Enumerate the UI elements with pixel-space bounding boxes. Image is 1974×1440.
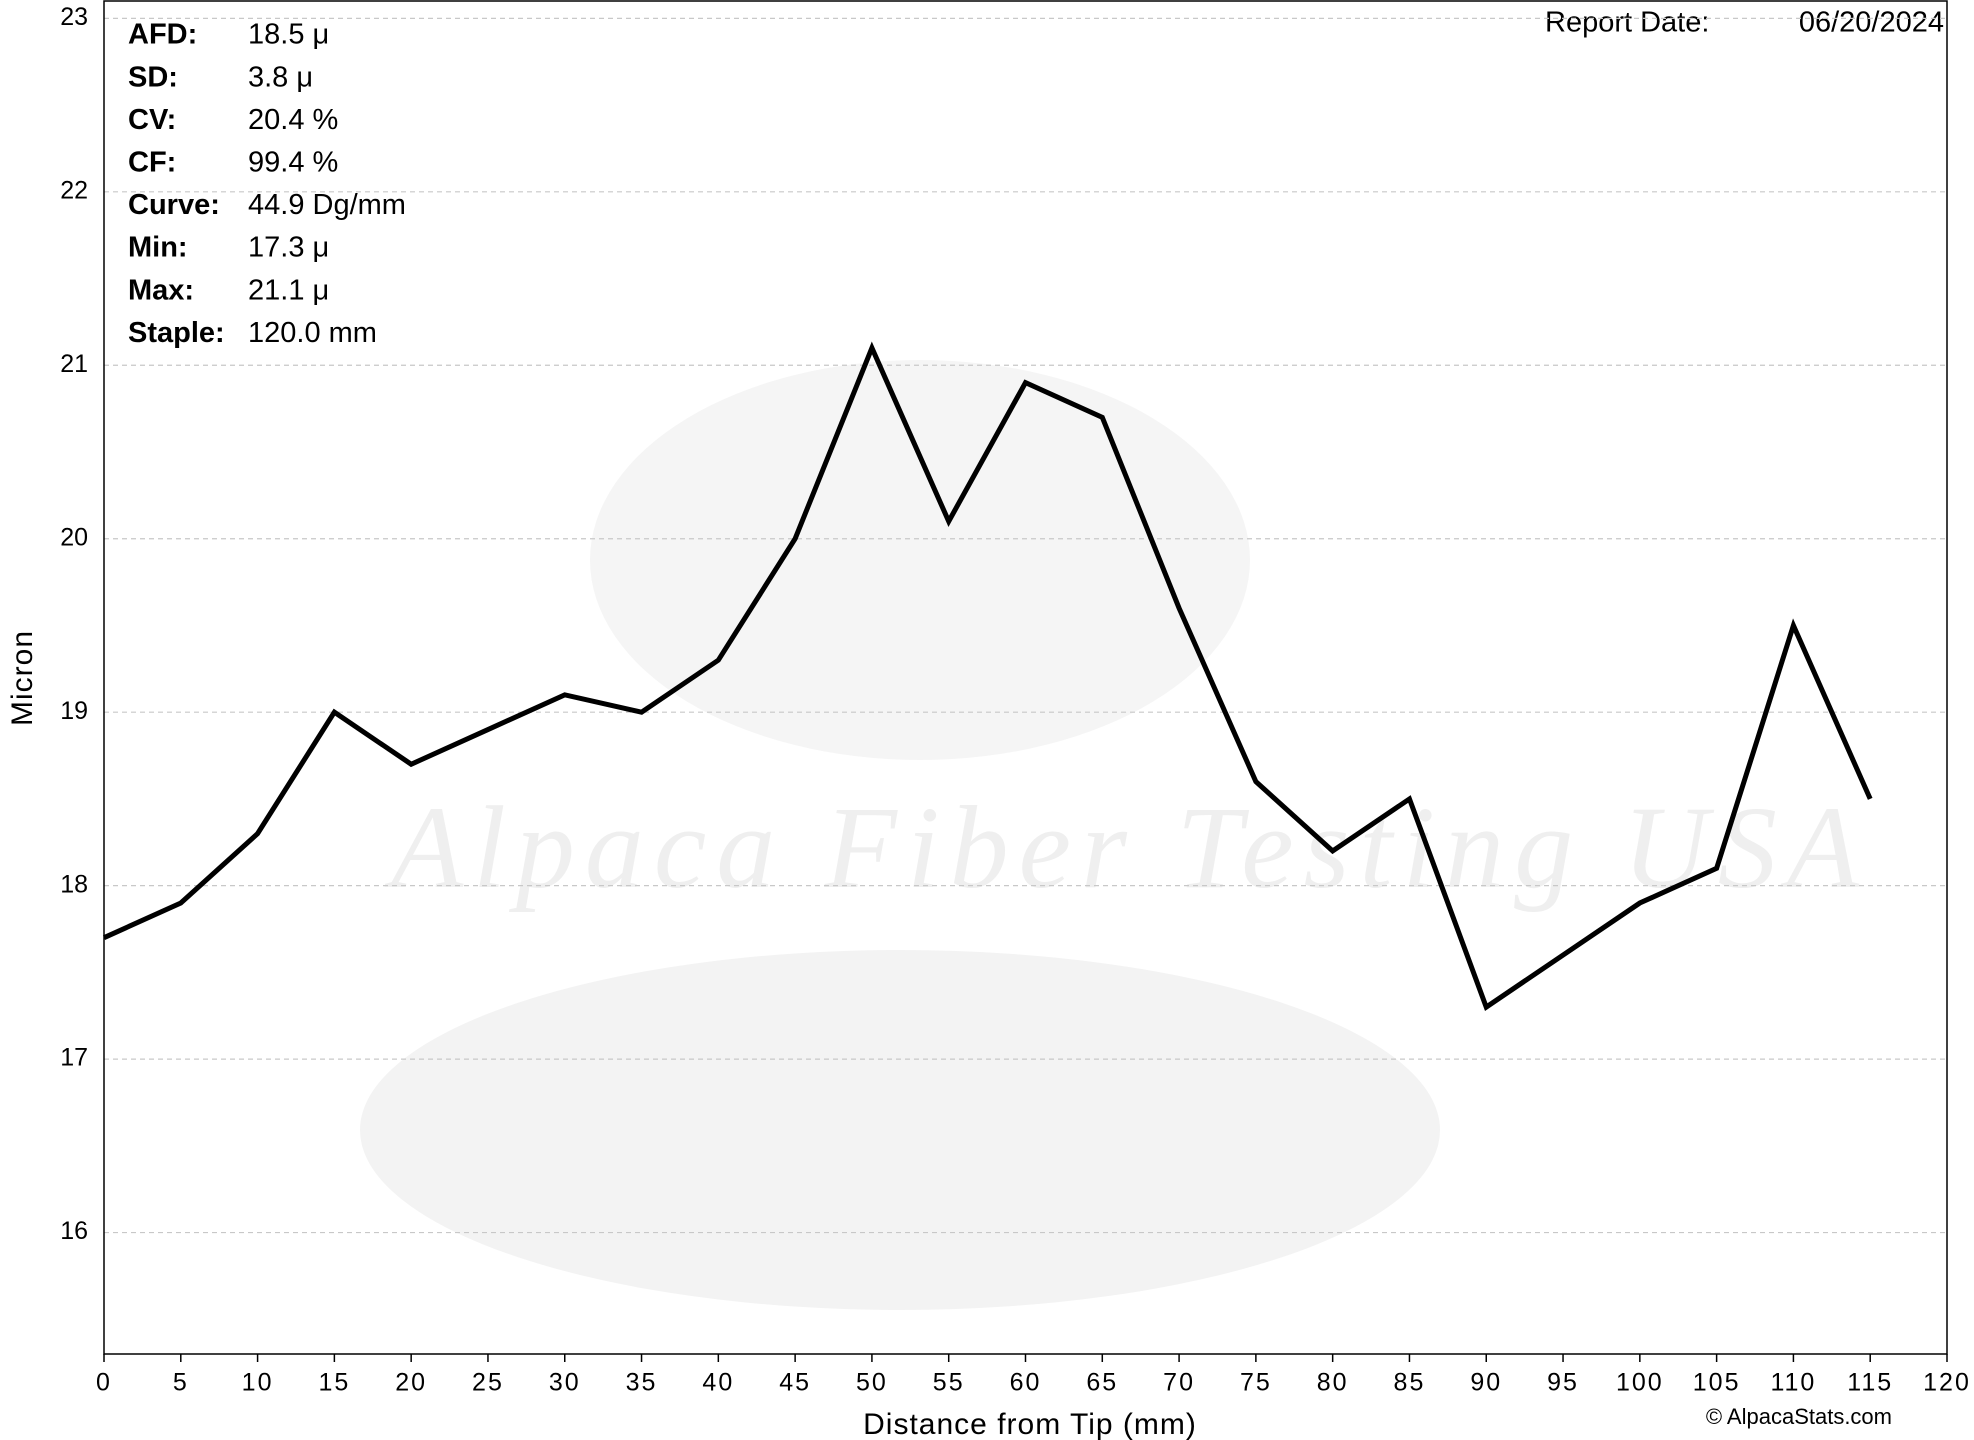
- x-tick-label: 75: [1240, 1369, 1272, 1397]
- stat-label: Staple:: [128, 317, 225, 349]
- x-tick-label: 10: [242, 1369, 274, 1397]
- y-tick-label: 18: [60, 870, 88, 898]
- x-tick-label: 15: [318, 1369, 350, 1397]
- x-tick-label: 80: [1317, 1369, 1349, 1397]
- x-tick-label: 110: [1770, 1369, 1816, 1397]
- report-date: 06/20/2024: [1799, 7, 1944, 39]
- stat-value: 20.4 %: [248, 104, 338, 136]
- x-tick-label: 0: [96, 1369, 112, 1397]
- x-tick-label: 85: [1394, 1369, 1426, 1397]
- stat-value: 18.5 μ: [248, 19, 329, 51]
- x-tick-label: 120: [1923, 1369, 1971, 1397]
- x-tick-label: 90: [1470, 1369, 1502, 1397]
- stat-label: AFD:: [128, 19, 197, 51]
- stat-value: 17.3 μ: [248, 232, 329, 264]
- x-tick-label: 5: [173, 1369, 189, 1397]
- y-tick-label: 23: [60, 3, 88, 31]
- stat-value: 44.9 Dg/mm: [248, 189, 406, 221]
- stat-label: SD:: [128, 61, 178, 93]
- y-tick-label: 17: [60, 1044, 88, 1072]
- x-tick-label: 65: [1086, 1369, 1118, 1397]
- watermark-text: Alpaca Fiber Testing USA: [384, 782, 1869, 913]
- stat-label: Min:: [128, 232, 188, 264]
- x-tick-label: 45: [779, 1369, 811, 1397]
- y-axis-label: Micron: [6, 630, 39, 726]
- x-tick-label: 105: [1693, 1369, 1741, 1397]
- y-tick-label: 21: [60, 350, 88, 378]
- stat-label: CF:: [128, 146, 176, 178]
- stat-value: 99.4 %: [248, 146, 338, 178]
- x-tick-label: 70: [1163, 1369, 1195, 1397]
- x-tick-label: 60: [1010, 1369, 1042, 1397]
- x-tick-label: 35: [626, 1369, 658, 1397]
- stat-value: 120.0 mm: [248, 317, 377, 349]
- x-tick-label: 50: [856, 1369, 888, 1397]
- chart: Alpaca Fiber Testing USA Distance from T…: [0, 0, 1974, 1440]
- y-tick-label: 22: [60, 176, 88, 204]
- watermark-image: [360, 950, 1440, 1310]
- x-tick-label: 40: [702, 1369, 734, 1397]
- stat-label: Max:: [128, 274, 194, 306]
- stat-value: 3.8 μ: [248, 61, 313, 93]
- stat-label: Curve:: [128, 189, 220, 221]
- x-axis-label: Distance from Tip (mm): [863, 1408, 1197, 1440]
- watermark-image: [590, 360, 1250, 760]
- x-tick-label: 95: [1547, 1369, 1579, 1397]
- x-tick-label: 20: [395, 1369, 427, 1397]
- x-tick-label: 30: [549, 1369, 581, 1397]
- x-tick-label: 25: [472, 1369, 504, 1397]
- stat-label: CV:: [128, 104, 176, 136]
- x-tick-label: 55: [933, 1369, 965, 1397]
- copyright: © AlpacaStats.com: [1706, 1404, 1892, 1429]
- x-tick-label: 115: [1847, 1369, 1893, 1397]
- y-tick-label: 20: [60, 523, 88, 551]
- report-date-label: Report Date:: [1545, 7, 1709, 39]
- y-tick-label: 16: [60, 1217, 88, 1245]
- x-tick-label: 100: [1616, 1369, 1664, 1397]
- stat-value: 21.1 μ: [248, 274, 329, 306]
- y-tick-label: 19: [60, 697, 88, 725]
